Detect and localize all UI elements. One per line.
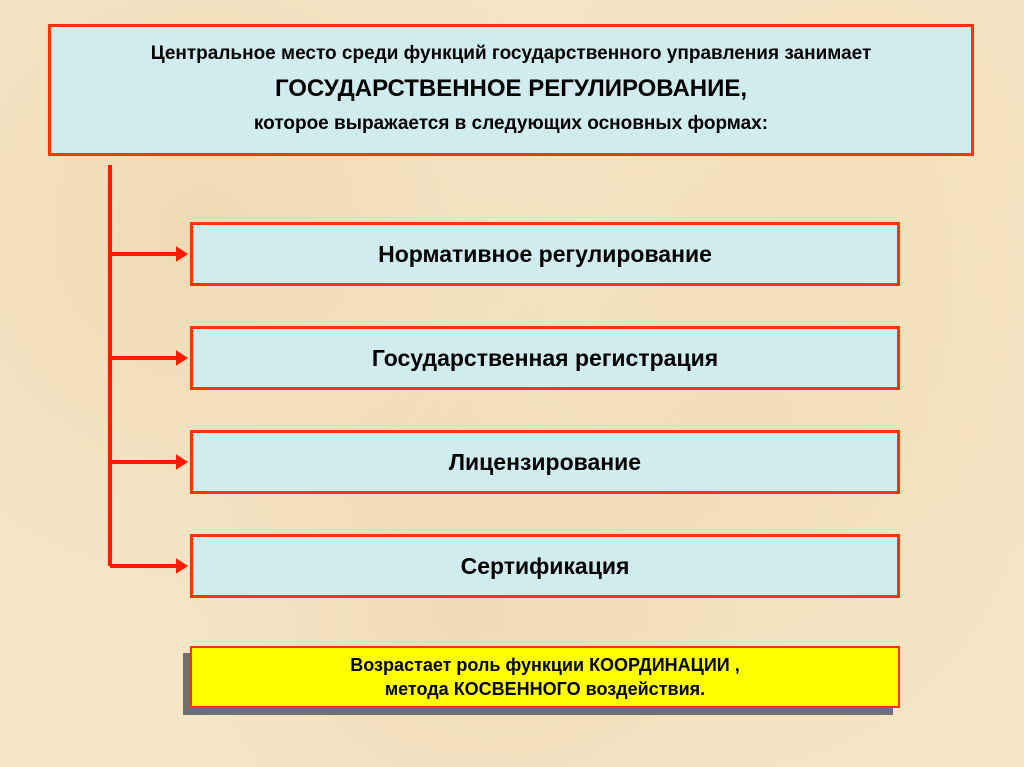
item-label-1: Нормативное регулирование bbox=[378, 241, 712, 268]
item-label-2: Государственная регистрация bbox=[372, 345, 718, 372]
header-line1: Центральное место среди функций государс… bbox=[71, 41, 951, 67]
item-label-3: Лицензирование bbox=[449, 449, 641, 476]
footer-line2: метода КОСВЕННОГО воздействия. bbox=[385, 677, 705, 701]
item-box-2: Государственная регистрация bbox=[190, 326, 900, 390]
header-line2: ГОСУДАРСТВЕННОЕ РЕГУЛИРОВАНИЕ, bbox=[71, 75, 951, 103]
footer-line1: Возрастает роль функции КООРДИНАЦИИ , bbox=[350, 653, 739, 677]
header-line3: которое выражается в следующих основных … bbox=[71, 113, 951, 135]
item-box-4: Сертификация bbox=[190, 534, 900, 598]
diagram-container: Центральное место среди функций государс… bbox=[0, 0, 1024, 767]
footer-box: Возрастает роль функции КООРДИНАЦИИ , ме… bbox=[190, 646, 900, 708]
item-box-3: Лицензирование bbox=[190, 430, 900, 494]
item-label-4: Сертификация bbox=[461, 553, 630, 580]
footer-box-wrap: Возрастает роль функции КООРДИНАЦИИ , ме… bbox=[190, 646, 900, 716]
header-box: Центральное место среди функций государс… bbox=[48, 24, 974, 156]
item-box-1: Нормативное регулирование bbox=[190, 222, 900, 286]
